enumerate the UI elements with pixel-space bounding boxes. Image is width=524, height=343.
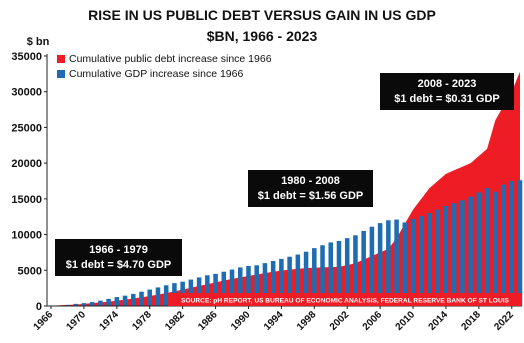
gdp-bar — [270, 261, 276, 306]
x-tick-label: 2010 — [394, 309, 418, 333]
annotation-text-3-2: $1 debt = $0.31 GDP — [394, 93, 499, 105]
x-tick-label: 2014 — [427, 309, 451, 333]
gdp-bar — [460, 200, 465, 306]
gdp-bar — [65, 304, 70, 306]
chart-title-line-1: RISE IN US PUBLIC DEBT VERSUS GAIN IN US… — [88, 7, 436, 23]
gdp-bar — [295, 254, 301, 306]
gdp-bar — [98, 300, 103, 306]
gdp-bar — [122, 295, 128, 306]
x-tick-label: 1978 — [130, 309, 154, 333]
gdp-bar — [386, 220, 391, 306]
y-tick-label: 5000 — [18, 265, 42, 277]
x-tick-label: 1974 — [97, 309, 121, 333]
gdp-bar — [81, 303, 87, 306]
gdp-bar — [476, 192, 482, 306]
gdp-bar — [205, 275, 210, 306]
y-tick-label: 30000 — [11, 87, 42, 99]
gdp-bar — [394, 219, 399, 306]
gdp-bar — [155, 287, 161, 306]
y-tick-label: 20000 — [11, 158, 42, 170]
annotation-text-1-1: 1966 - 1979 — [89, 244, 148, 256]
gdp-bar — [221, 271, 227, 306]
gdp-bar — [89, 302, 95, 306]
gdp-bar — [262, 263, 268, 306]
gdp-bar — [237, 267, 243, 306]
source-note: SOURCE: pH REPORT, US BUREAU OF ECONOMIC… — [168, 293, 522, 306]
gdp-bar — [419, 216, 424, 306]
y-axis-unit-label: $ bn — [27, 36, 50, 48]
annotations: 1966 - 1979 $1 debt = $4.70 GDP 1980 - 200… — [55, 73, 514, 276]
gdp-bar — [344, 238, 350, 306]
gdp-bar — [451, 203, 457, 306]
y-tick-label: 35000 — [11, 51, 42, 63]
gdp-bar — [493, 191, 498, 306]
gdp-bar — [139, 291, 144, 306]
x-tick-label: 1986 — [196, 309, 220, 333]
y-tick-label: 0 — [36, 301, 42, 313]
gdp-bar — [517, 180, 523, 306]
gdp-bar — [163, 285, 169, 306]
gdp-bar — [435, 209, 440, 306]
gdp-bar — [287, 256, 292, 306]
gdp-bar — [501, 184, 506, 306]
annotation-box-3 — [380, 73, 514, 110]
x-tick-label: 1990 — [229, 309, 253, 333]
legend-label-gdp: Cumulative GDP increase since 1966 — [69, 68, 243, 80]
legend-label-debt: Cumulative public debt increase since 19… — [69, 53, 272, 65]
gdp-bar — [509, 181, 515, 306]
gdp-bar — [229, 269, 235, 306]
gdp-bar — [131, 293, 136, 306]
x-tick-label: 1998 — [295, 309, 319, 333]
annotation-text-2-1: 1980 - 2008 — [281, 175, 340, 187]
gdp-bar — [254, 265, 259, 306]
x-tick-label: 2022 — [492, 309, 516, 333]
x-tick-label: 1982 — [163, 309, 187, 333]
gdp-bar — [410, 218, 416, 306]
gdp-bar — [303, 251, 309, 306]
x-tick-label: 1994 — [262, 309, 286, 333]
legend-swatch-debt — [57, 55, 65, 63]
gdp-bar — [196, 277, 202, 306]
legend: Cumulative public debt increase since 19… — [57, 53, 272, 80]
x-tick-label: 2002 — [328, 309, 352, 333]
gdp-bar — [246, 266, 251, 306]
gdp-bar — [402, 222, 408, 306]
gdp-bar — [336, 241, 342, 306]
gdp-bar — [320, 245, 325, 306]
source-banner — [168, 293, 522, 306]
source-text: SOURCE: pH REPORT, US BUREAU OF ECONOMIC… — [181, 298, 509, 305]
gdp-bar — [188, 279, 194, 306]
gdp-bar — [73, 303, 78, 306]
annotation-text-1-2: $1 debt = $4.70 GDP — [66, 259, 171, 271]
gdp-bar — [353, 235, 358, 306]
gdp-bar — [312, 248, 317, 306]
gdp-bar — [427, 213, 432, 306]
gdp-bar — [443, 206, 449, 306]
x-tick-label: 1970 — [65, 309, 89, 333]
gdp-bar — [369, 226, 375, 306]
gdp-bar — [213, 273, 218, 306]
y-tick-label: 25000 — [11, 122, 42, 134]
gdp-bar — [484, 188, 490, 306]
y-tick-label: 15000 — [11, 194, 42, 206]
gdp-bar — [147, 289, 152, 306]
gdp-bar — [361, 231, 366, 306]
gdp-bar — [114, 297, 120, 306]
gdp-bar — [468, 196, 473, 306]
chart-title-line-2: $BN, 1966 - 2023 — [207, 28, 318, 44]
gdp-bar — [279, 258, 284, 306]
x-tick-label: 2018 — [459, 309, 483, 333]
annotation-text-2-2: $1 debt = $1.56 GDP — [258, 190, 363, 202]
annotation-box-2 — [248, 170, 373, 207]
gdp-bar — [377, 223, 383, 306]
gdp-bar — [328, 242, 334, 306]
x-tick-label: 2006 — [361, 309, 385, 333]
annotation-box-1 — [55, 239, 182, 276]
annotation-text-3-1: 2008 - 2023 — [418, 78, 477, 90]
y-tick-label: 10000 — [11, 230, 42, 242]
gdp-bar — [106, 298, 111, 306]
legend-swatch-gdp — [57, 70, 65, 78]
